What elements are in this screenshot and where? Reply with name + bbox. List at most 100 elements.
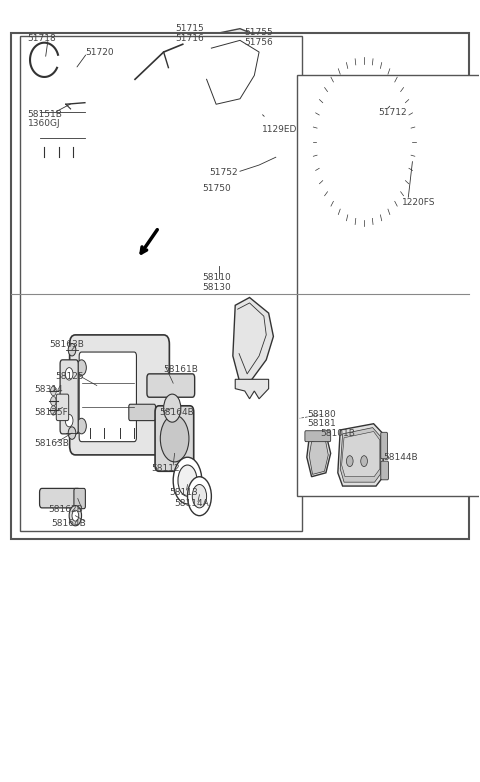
Bar	[21, 37, 302, 531]
Text: 58125: 58125	[55, 372, 84, 382]
Circle shape	[345, 94, 356, 113]
Circle shape	[356, 127, 372, 156]
Text: 58164B: 58164B	[51, 519, 86, 528]
Circle shape	[50, 406, 56, 415]
Circle shape	[303, 155, 308, 163]
Circle shape	[112, 100, 139, 144]
Circle shape	[282, 149, 293, 168]
Circle shape	[262, 106, 271, 122]
Text: 58163B: 58163B	[34, 439, 69, 449]
Circle shape	[243, 77, 289, 152]
Circle shape	[50, 396, 56, 406]
Circle shape	[274, 135, 302, 182]
Text: 51750: 51750	[202, 184, 230, 193]
Text: 51720: 51720	[85, 48, 114, 56]
FancyBboxPatch shape	[60, 360, 78, 434]
Text: 58130: 58130	[202, 283, 230, 292]
Text: 58180: 58180	[307, 410, 336, 419]
Circle shape	[35, 117, 44, 132]
Circle shape	[271, 172, 276, 180]
Circle shape	[361, 456, 367, 467]
FancyBboxPatch shape	[155, 406, 194, 472]
Text: 51715: 51715	[176, 24, 204, 33]
Text: 51752: 51752	[209, 168, 238, 178]
Circle shape	[68, 343, 76, 356]
Circle shape	[347, 456, 353, 467]
FancyBboxPatch shape	[59, 46, 90, 92]
Circle shape	[271, 138, 276, 145]
Circle shape	[188, 477, 211, 515]
Polygon shape	[309, 438, 328, 475]
Circle shape	[66, 56, 83, 83]
Text: 58163B: 58163B	[49, 339, 84, 349]
Polygon shape	[142, 220, 178, 267]
FancyBboxPatch shape	[147, 374, 195, 397]
Text: 58181: 58181	[307, 419, 336, 429]
Circle shape	[77, 360, 86, 375]
Circle shape	[192, 485, 206, 508]
Text: 58112: 58112	[152, 465, 180, 473]
Text: 51756: 51756	[245, 38, 274, 47]
Circle shape	[69, 505, 82, 526]
Text: 58151B: 58151B	[28, 110, 62, 119]
Circle shape	[291, 127, 296, 135]
Text: 1220FS: 1220FS	[402, 198, 436, 207]
Circle shape	[385, 132, 397, 151]
Circle shape	[104, 87, 147, 157]
FancyBboxPatch shape	[102, 71, 154, 165]
FancyBboxPatch shape	[381, 461, 388, 480]
Circle shape	[324, 75, 405, 208]
FancyBboxPatch shape	[56, 394, 69, 421]
Text: 1360GJ: 1360GJ	[28, 119, 60, 128]
Circle shape	[77, 418, 86, 434]
Polygon shape	[233, 297, 274, 383]
Text: 58144B: 58144B	[383, 453, 418, 461]
FancyBboxPatch shape	[33, 87, 80, 161]
Circle shape	[173, 457, 202, 504]
Polygon shape	[307, 434, 331, 477]
Text: 51718: 51718	[28, 34, 56, 43]
FancyBboxPatch shape	[39, 489, 80, 508]
Text: 58314: 58314	[34, 385, 62, 394]
FancyBboxPatch shape	[129, 404, 156, 421]
Circle shape	[72, 510, 79, 521]
Text: 58161B: 58161B	[164, 364, 199, 374]
FancyBboxPatch shape	[381, 432, 387, 459]
Circle shape	[372, 94, 384, 113]
Text: 58162B: 58162B	[48, 505, 83, 514]
Circle shape	[345, 170, 356, 189]
Text: 51712: 51712	[378, 108, 407, 117]
Polygon shape	[342, 432, 380, 477]
Bar	[11, 33, 469, 539]
Text: 51755: 51755	[245, 28, 274, 37]
Circle shape	[314, 60, 414, 224]
Polygon shape	[340, 428, 380, 482]
FancyBboxPatch shape	[23, 67, 107, 173]
Bar	[297, 75, 480, 497]
Polygon shape	[192, 29, 274, 118]
Circle shape	[252, 91, 281, 138]
Circle shape	[164, 394, 181, 422]
Circle shape	[65, 414, 73, 427]
FancyBboxPatch shape	[70, 335, 169, 455]
Circle shape	[291, 183, 296, 191]
Circle shape	[50, 386, 56, 396]
Polygon shape	[338, 424, 383, 486]
FancyBboxPatch shape	[79, 352, 136, 442]
Circle shape	[68, 427, 76, 439]
Circle shape	[65, 368, 73, 380]
Text: 1129ED: 1129ED	[262, 125, 297, 135]
Circle shape	[80, 117, 90, 132]
Text: 51716: 51716	[176, 34, 204, 43]
Text: 58110: 58110	[202, 273, 230, 282]
FancyBboxPatch shape	[74, 489, 85, 508]
Text: 58113: 58113	[169, 488, 198, 497]
Text: 58125F: 58125F	[34, 408, 68, 418]
Circle shape	[160, 415, 189, 462]
Text: 58164B: 58164B	[159, 408, 193, 418]
Polygon shape	[235, 379, 269, 399]
Circle shape	[372, 170, 384, 189]
Circle shape	[346, 112, 382, 171]
Circle shape	[265, 121, 311, 196]
Text: 58114A: 58114A	[174, 500, 209, 508]
